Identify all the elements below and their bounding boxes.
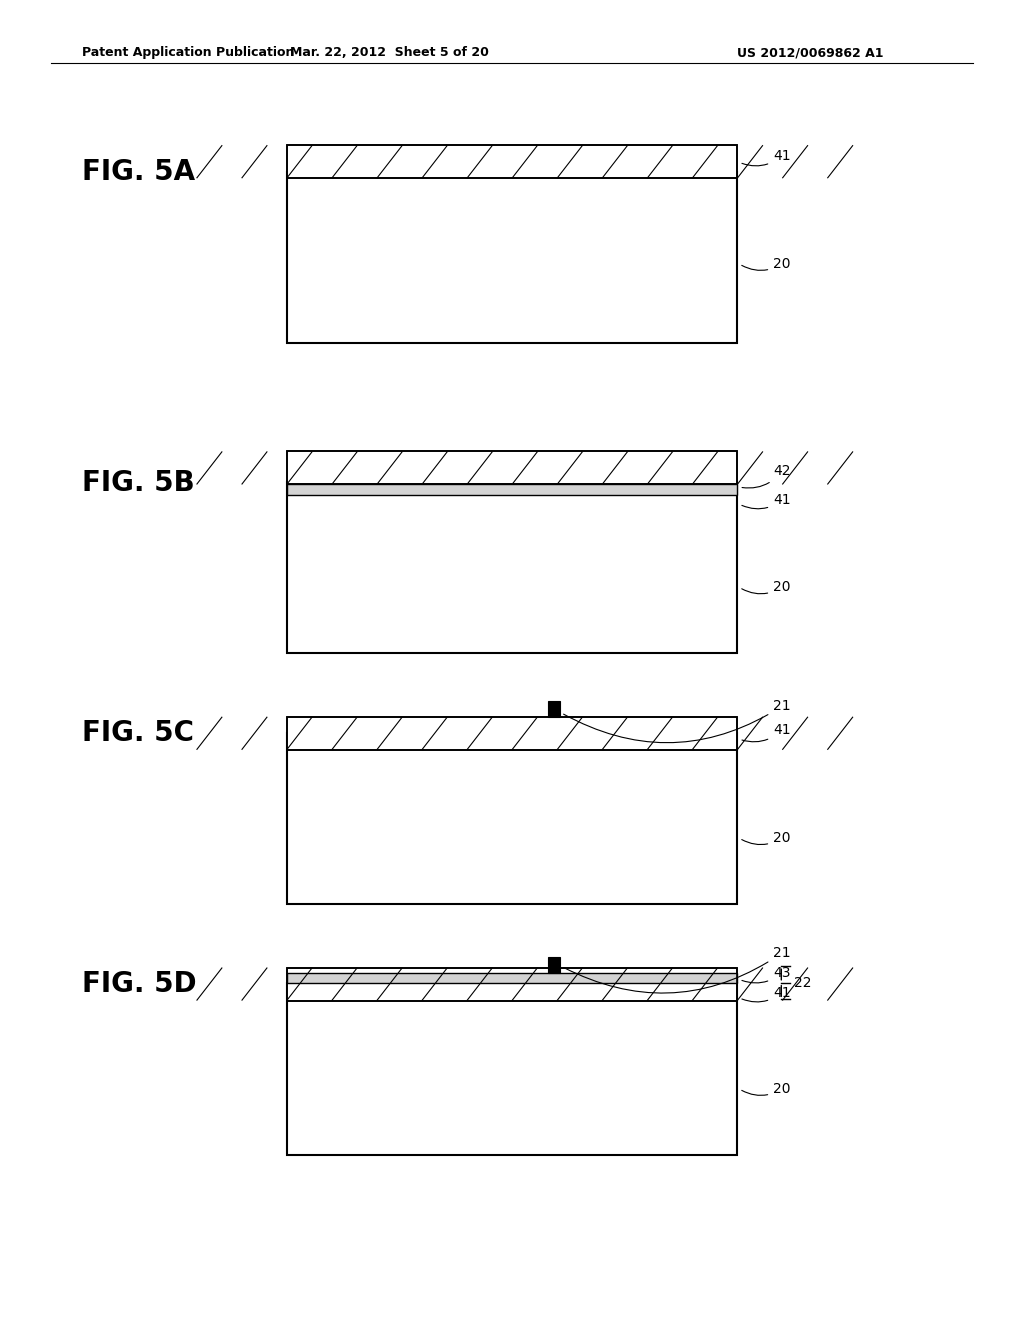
Text: FIG. 5C: FIG. 5C (82, 719, 194, 747)
Bar (287, 717, 737, 750)
Text: 21: 21 (563, 700, 791, 743)
Bar (287, 717, 737, 750)
Text: 41: 41 (742, 986, 791, 1002)
Text: 21: 21 (563, 946, 791, 993)
Text: Patent Application Publication: Patent Application Publication (82, 46, 294, 59)
Text: 22: 22 (794, 975, 811, 990)
Text: 41: 41 (742, 723, 791, 742)
Bar (287, 451, 737, 484)
Text: 20: 20 (741, 1082, 791, 1096)
Bar (287, 973, 737, 983)
Bar (287, 968, 737, 1001)
Text: 41: 41 (741, 494, 791, 508)
Bar (287, 983, 737, 1155)
Text: FIG. 5A: FIG. 5A (82, 158, 195, 186)
Bar (548, 957, 560, 973)
Text: 20: 20 (741, 257, 791, 271)
Bar (287, 145, 737, 178)
Bar (287, 482, 737, 653)
Bar (548, 701, 560, 717)
Bar (287, 145, 737, 178)
Text: US 2012/0069862 A1: US 2012/0069862 A1 (737, 46, 884, 59)
Text: 20: 20 (741, 581, 791, 594)
Bar (287, 172, 737, 343)
Bar (287, 968, 737, 1001)
Text: 42: 42 (742, 465, 791, 488)
Text: 43: 43 (742, 966, 791, 983)
Text: 41: 41 (742, 149, 791, 166)
Bar (287, 733, 737, 904)
Text: FIG. 5D: FIG. 5D (82, 970, 197, 998)
Text: 20: 20 (741, 832, 791, 845)
Text: FIG. 5B: FIG. 5B (82, 469, 195, 496)
Text: Mar. 22, 2012  Sheet 5 of 20: Mar. 22, 2012 Sheet 5 of 20 (290, 46, 488, 59)
Bar (287, 451, 737, 484)
Bar (287, 484, 737, 495)
